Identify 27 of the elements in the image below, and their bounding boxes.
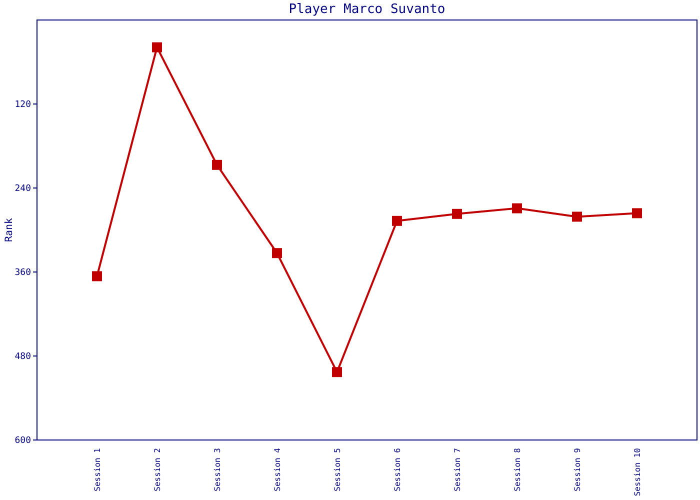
y-tick-label: 360 xyxy=(14,268,31,278)
point xyxy=(152,42,162,52)
y-tick-label: 600 xyxy=(14,436,31,446)
x-tick-label: Session 5 xyxy=(333,448,342,492)
x-tick-label: Session 2 xyxy=(153,448,162,492)
y-tick-label: 480 xyxy=(14,352,31,362)
point xyxy=(512,203,522,214)
point xyxy=(212,160,222,170)
point xyxy=(452,208,462,219)
chart-title: Player Marco Suvanto xyxy=(288,2,446,17)
x-tick-label: Session 8 xyxy=(513,448,522,492)
x-tick-label: Session 4 xyxy=(273,448,282,492)
x-tick-label: Session 7 xyxy=(453,448,462,492)
point xyxy=(272,248,282,258)
point xyxy=(632,208,642,218)
x-tick-label: Session 6 xyxy=(393,448,402,492)
y-tick-label: 240 xyxy=(14,184,31,194)
x-tick-label: Session 10 xyxy=(633,448,642,496)
x-tick-label: Session 9 xyxy=(573,448,582,492)
point xyxy=(332,367,342,378)
point xyxy=(572,212,582,222)
y-axis-title: Rank xyxy=(4,218,15,242)
x-tick-label: Session 3 xyxy=(213,448,222,492)
x-tick-label: Session 1 xyxy=(93,448,102,492)
point xyxy=(92,271,102,282)
y-tick-label: 120 xyxy=(14,100,31,110)
point xyxy=(392,216,402,226)
